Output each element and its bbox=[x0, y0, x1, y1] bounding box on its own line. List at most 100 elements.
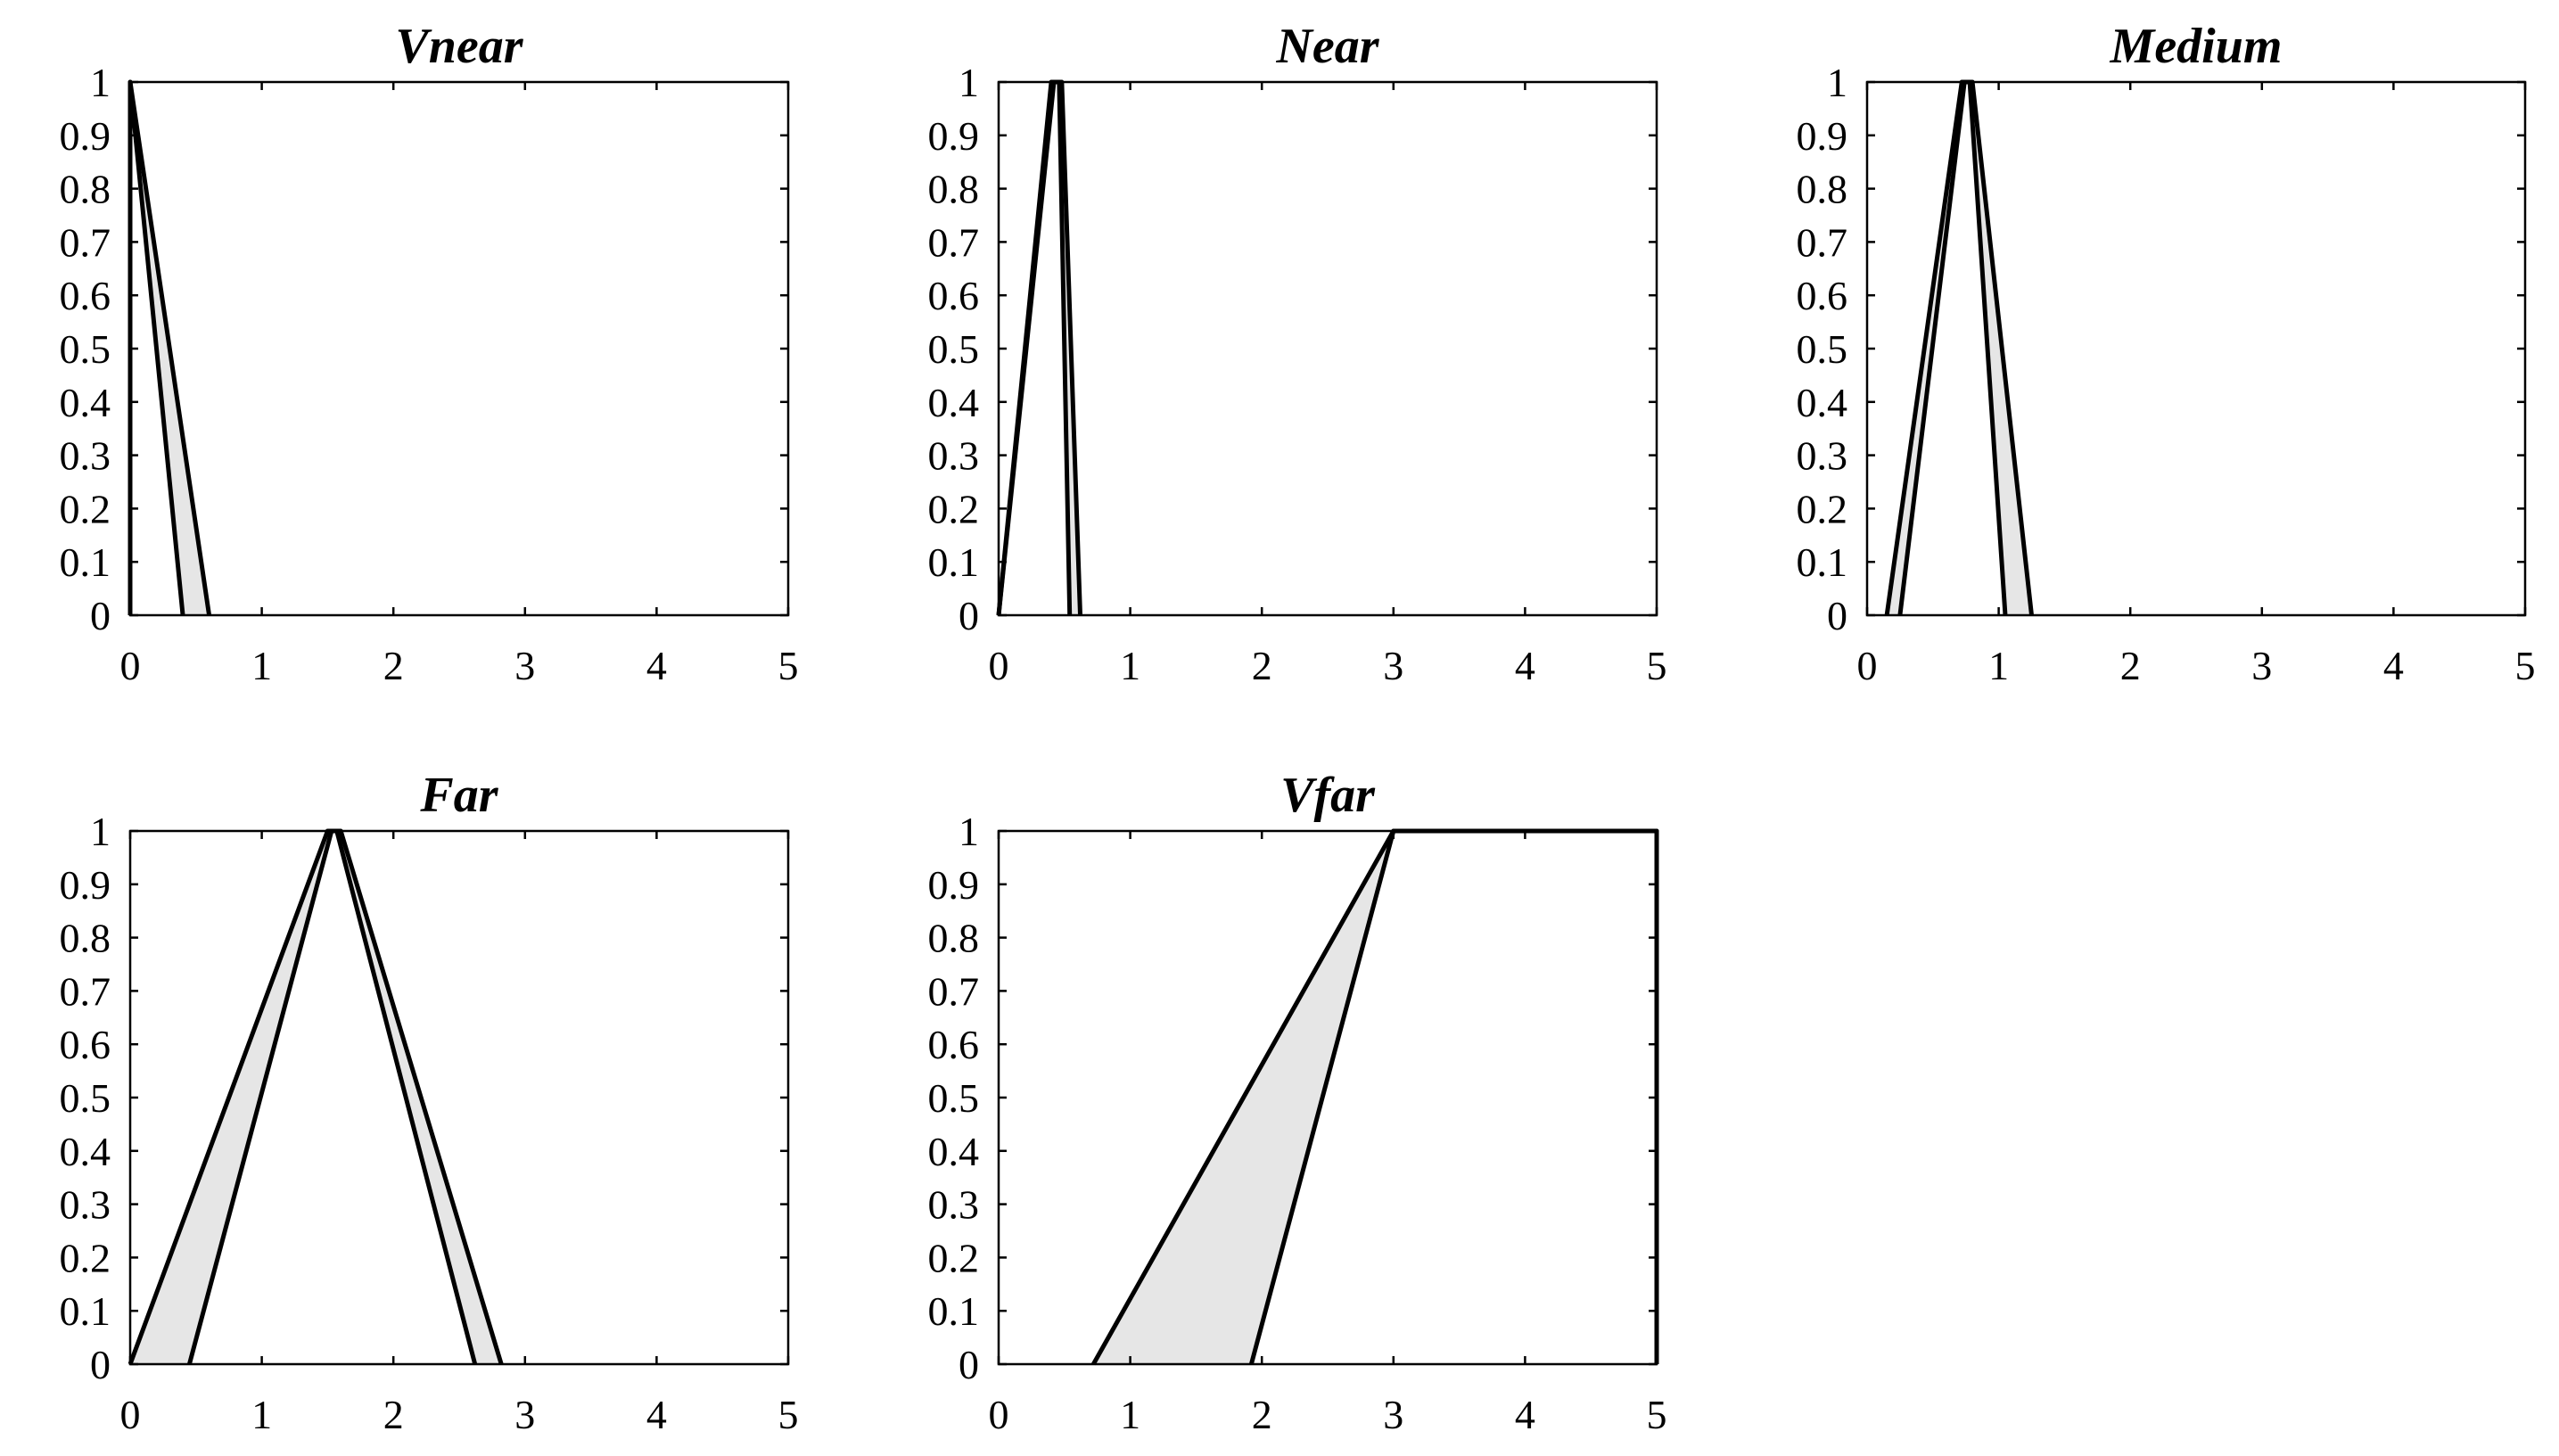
x-tick-label: 1 bbox=[1120, 643, 1140, 688]
y-tick-label: 0.6 bbox=[1797, 273, 1848, 318]
y-tick-label: 0.4 bbox=[60, 1129, 111, 1174]
x-tick-label: 2 bbox=[2120, 643, 2141, 688]
y-tick-label: 0.8 bbox=[1797, 167, 1848, 212]
x-tick-label: 5 bbox=[778, 643, 799, 688]
y-tick-label: 0.8 bbox=[928, 167, 980, 212]
chart-title: Near bbox=[1275, 19, 1379, 74]
chart-panel-medium: 0 1 2 3 4 5 0 0.1 0.2 0.3 0.4 0.5 0.6 0.7 0.8 0.9 1 Mediu… bbox=[1797, 19, 2536, 688]
y-tick-label: 0.8 bbox=[60, 167, 111, 212]
x-tick-label: 2 bbox=[383, 643, 404, 688]
footprint-of-uncertainty bbox=[130, 831, 502, 1364]
chart-title: Far bbox=[419, 768, 498, 823]
axes-frame bbox=[997, 829, 1658, 1366]
chart-title: Vfar bbox=[1280, 768, 1376, 823]
y-tick-label: 0.6 bbox=[928, 1022, 980, 1067]
x-tick-label: 1 bbox=[1120, 1392, 1140, 1437]
y-tick-label: 0.1 bbox=[928, 1288, 980, 1334]
y-tick-label: 0.5 bbox=[60, 1075, 111, 1121]
x-tick-label: 1 bbox=[251, 1392, 272, 1437]
y-tick-label: 0.3 bbox=[928, 1182, 980, 1228]
y-tick-label: 0.2 bbox=[928, 1235, 980, 1280]
x-tick-label: 0 bbox=[120, 643, 141, 688]
y-tick-label: 0.6 bbox=[60, 273, 111, 318]
y-tick-label: 0 bbox=[90, 1342, 111, 1387]
chart-title: Vnear bbox=[395, 19, 523, 74]
y-tick-label: 1 bbox=[959, 809, 979, 854]
x-tick-label: 4 bbox=[646, 643, 667, 688]
y-tick-label: 0.4 bbox=[1797, 380, 1848, 425]
lower-membership-line bbox=[1897, 79, 2008, 616]
chart-panel-far: 0 1 2 3 4 5 0 0.1 0.2 0.3 0.4 0.5 0.6 0.7 0.8 0.9 1 Far bbox=[60, 768, 799, 1437]
x-tick-label: 5 bbox=[778, 1392, 799, 1437]
y-tick-label: 0.9 bbox=[928, 862, 980, 908]
y-tick-label: 1 bbox=[959, 60, 979, 105]
y-tick-label: 1 bbox=[90, 60, 111, 105]
y-tick-label: 0.8 bbox=[928, 916, 980, 961]
y-tick-label: 0.1 bbox=[928, 539, 980, 585]
x-tick-label: 5 bbox=[1647, 1392, 1667, 1437]
chart-panel-vfar: 0 1 2 3 4 5 0 0.1 0.2 0.3 0.4 0.5 0.6 0.7 0.8 0.9 1 Vfar bbox=[928, 768, 1667, 1437]
y-tick-label: 0.7 bbox=[60, 219, 111, 265]
y-tick-label: 0.1 bbox=[60, 539, 111, 585]
y-tick-label: 0.9 bbox=[60, 862, 111, 908]
footprint-of-uncertainty bbox=[999, 82, 1081, 615]
x-tick-label: 3 bbox=[514, 1392, 535, 1437]
footprint-of-uncertainty bbox=[1887, 82, 2032, 615]
y-tick-label: 0 bbox=[1827, 593, 1847, 638]
x-tick-label: 2 bbox=[383, 1392, 404, 1437]
x-tick-label: 5 bbox=[1647, 643, 1667, 688]
x-tick-label: 4 bbox=[1515, 643, 1535, 688]
x-tick-label: 0 bbox=[989, 1392, 1009, 1437]
chart-title: Medium bbox=[2110, 19, 2283, 74]
y-tick-label: 0.1 bbox=[60, 1288, 111, 1334]
y-tick-label: 0.8 bbox=[60, 916, 111, 961]
y-tick-label: 0.7 bbox=[60, 968, 111, 1014]
x-tick-label: 3 bbox=[514, 643, 535, 688]
x-tick-label: 3 bbox=[1383, 1392, 1403, 1437]
y-tick-label: 0.7 bbox=[928, 968, 980, 1014]
y-tick-label: 0.3 bbox=[60, 433, 111, 479]
x-tick-label: 2 bbox=[1252, 1392, 1272, 1437]
y-tick-label: 0.7 bbox=[928, 219, 980, 265]
x-tick-label: 5 bbox=[2515, 643, 2536, 688]
footprint-of-uncertainty bbox=[1093, 831, 1657, 1364]
x-tick-label: 4 bbox=[2383, 643, 2404, 688]
y-tick-label: 0.2 bbox=[1797, 486, 1848, 531]
y-tick-label: 0.5 bbox=[928, 326, 980, 372]
y-tick-label: 0 bbox=[959, 1342, 979, 1387]
x-tick-label: 3 bbox=[1383, 643, 1403, 688]
y-tick-label: 0 bbox=[959, 593, 979, 638]
x-tick-label: 2 bbox=[1252, 643, 1272, 688]
axes-frame bbox=[1865, 80, 2527, 617]
chart-panel-near: 0 1 2 3 4 5 0 0.1 0.2 0.3 0.4 0.5 0.6 0.7 0.8 0.9 1 Near bbox=[928, 19, 1667, 688]
y-tick-label: 0.2 bbox=[60, 1235, 111, 1280]
y-tick-label: 0.4 bbox=[928, 380, 980, 425]
x-tick-label: 0 bbox=[120, 1392, 141, 1437]
y-tick-label: 0.7 bbox=[1797, 219, 1848, 265]
x-tick-label: 4 bbox=[1515, 1392, 1535, 1437]
x-tick-label: 3 bbox=[2251, 643, 2272, 688]
x-tick-label: 0 bbox=[1857, 643, 1878, 688]
x-tick-label: 1 bbox=[1988, 643, 2009, 688]
y-tick-label: 0.9 bbox=[928, 113, 980, 159]
y-tick-label: 0.5 bbox=[60, 326, 111, 372]
axes-frame bbox=[997, 80, 1658, 617]
y-tick-label: 1 bbox=[90, 809, 111, 854]
y-tick-label: 0.6 bbox=[928, 273, 980, 318]
y-tick-label: 0.4 bbox=[928, 1129, 980, 1174]
y-tick-label: 0.1 bbox=[1797, 539, 1848, 585]
axes-frame bbox=[128, 80, 790, 617]
y-tick-label: 0.5 bbox=[1797, 326, 1848, 372]
y-tick-label: 1 bbox=[1827, 60, 1847, 105]
y-tick-label: 0.9 bbox=[1797, 113, 1848, 159]
x-tick-label: 0 bbox=[989, 643, 1009, 688]
y-tick-label: 0.2 bbox=[60, 486, 111, 531]
lower-membership-line bbox=[996, 79, 1073, 616]
upper-membership-line bbox=[128, 79, 212, 616]
y-tick-label: 0 bbox=[90, 593, 111, 638]
y-tick-label: 0.4 bbox=[60, 380, 111, 425]
y-tick-label: 0.5 bbox=[928, 1075, 980, 1121]
chart-panel-vnear: 0 1 2 3 4 5 0 0.1 0.2 0.3 0.4 0.5 0.6 0.7 0.8 0.9 1 Vnear bbox=[60, 19, 799, 688]
x-tick-label: 4 bbox=[646, 1392, 667, 1437]
